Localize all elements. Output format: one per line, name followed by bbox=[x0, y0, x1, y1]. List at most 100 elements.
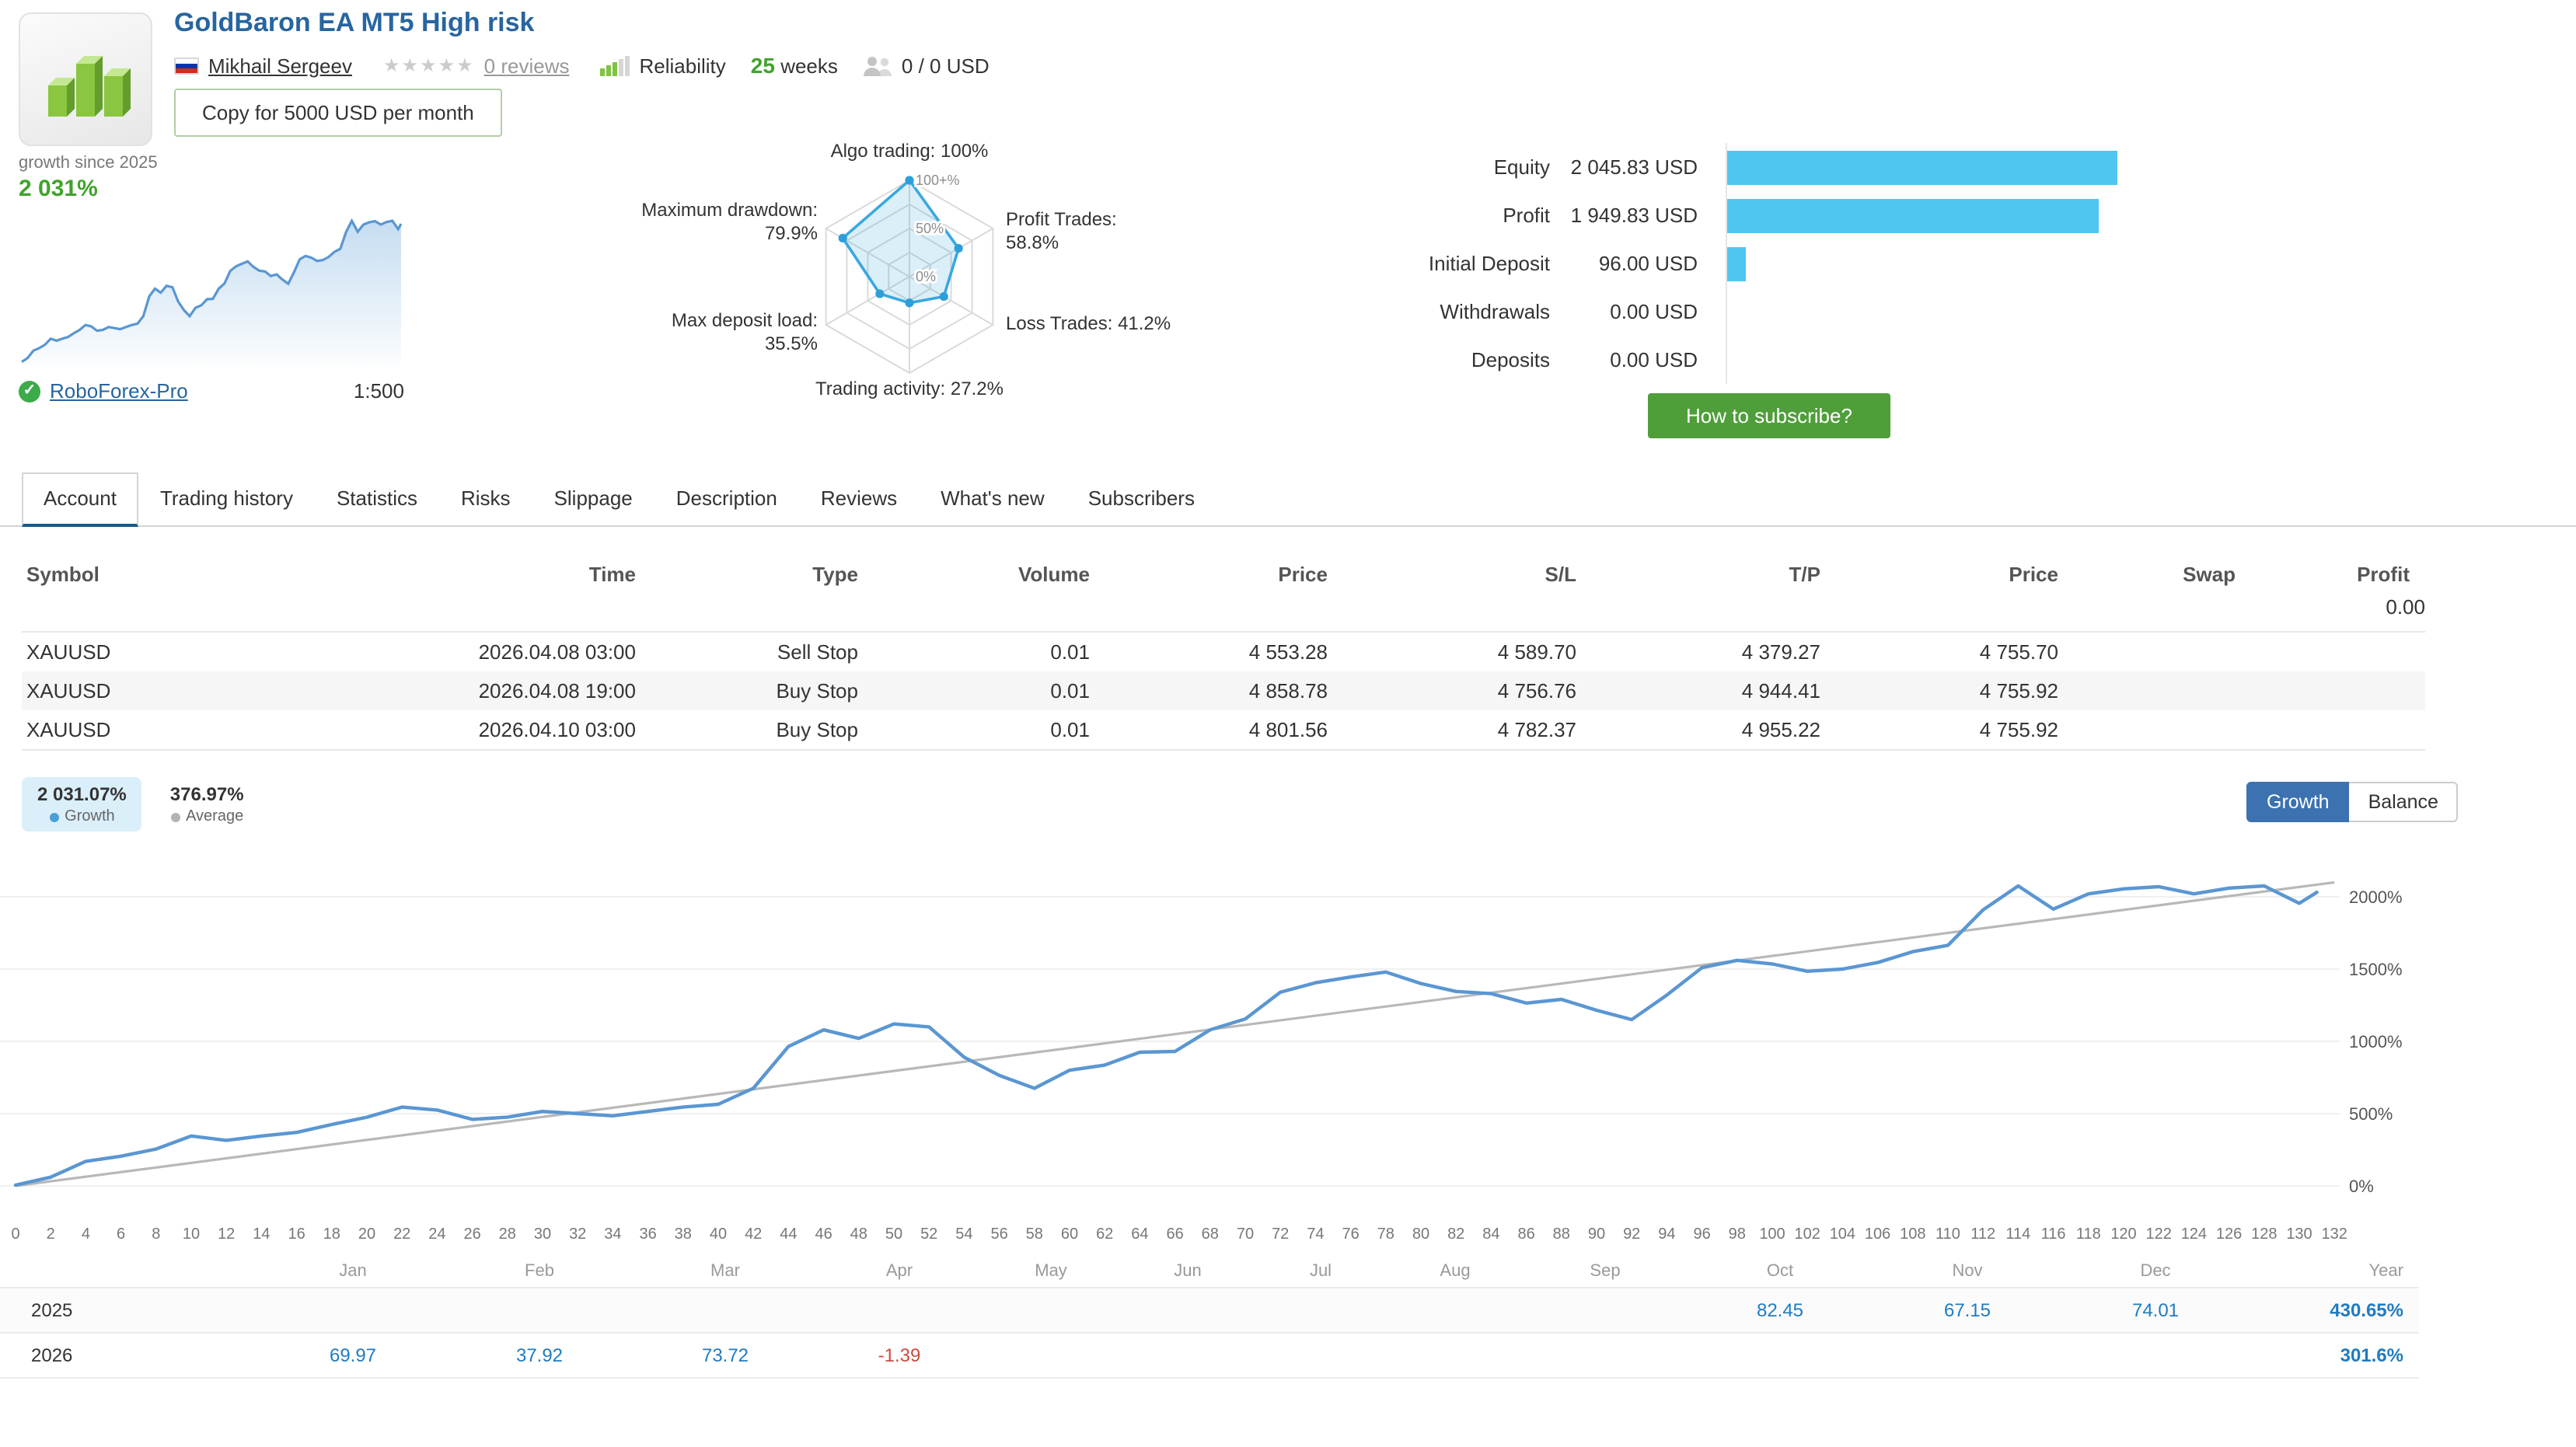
copy-button[interactable]: Copy for 5000 USD per month bbox=[174, 89, 502, 137]
broker-link[interactable]: RoboForex-Pro bbox=[50, 379, 188, 403]
legend-average[interactable]: 376.97% Average bbox=[155, 777, 260, 832]
x-axis-label: 8 bbox=[152, 1226, 161, 1243]
subscribe-button[interactable]: How to subscribe? bbox=[1648, 393, 1890, 438]
month-cell bbox=[1255, 1333, 1387, 1378]
legend-growth[interactable]: 2 031.07% Growth bbox=[22, 777, 142, 832]
x-axis-label: 26 bbox=[463, 1226, 481, 1243]
tab-account[interactable]: Account bbox=[22, 472, 138, 527]
column-header-price: Price bbox=[1278, 563, 1328, 586]
x-axis-label: 74 bbox=[1307, 1226, 1325, 1243]
x-axis-label: 56 bbox=[990, 1226, 1008, 1243]
leverage-value: 1:500 bbox=[353, 379, 404, 403]
year-total: 301.6% bbox=[2340, 1344, 2403, 1366]
tab-slippage[interactable]: Slippage bbox=[553, 486, 633, 510]
x-axis-label: 16 bbox=[288, 1226, 305, 1243]
stat-label: Initial Deposit bbox=[1428, 252, 1550, 275]
radar-scale-label: 0% bbox=[916, 269, 936, 284]
stat-label: Profit bbox=[1503, 204, 1550, 227]
reviews-link[interactable]: 0 reviews bbox=[483, 54, 570, 77]
growth-line bbox=[13, 884, 2319, 1187]
month-cell bbox=[981, 1333, 1121, 1378]
tab-what-s-new[interactable]: What's new bbox=[941, 486, 1045, 510]
x-axis-label: 88 bbox=[1552, 1226, 1570, 1243]
reliability-bar bbox=[619, 58, 624, 75]
month-cell bbox=[1524, 1333, 1687, 1378]
month-cell bbox=[446, 1288, 633, 1333]
author-link[interactable]: Mikhail Sergeev bbox=[208, 54, 352, 77]
x-axis-label: 102 bbox=[1794, 1226, 1820, 1243]
x-axis-label: 48 bbox=[850, 1226, 867, 1243]
x-axis-label: 52 bbox=[920, 1226, 938, 1243]
year-row-2026: 2026 69.97 37.92 73.72 -1.39 301.6% bbox=[0, 1333, 2419, 1378]
chart-mode-toggle: Growth Balance bbox=[2246, 782, 2459, 822]
x-axis-label: 70 bbox=[1236, 1226, 1255, 1243]
radar-scale-label: 100+% bbox=[916, 173, 960, 188]
column-header-profit: Profit bbox=[2357, 563, 2410, 586]
balance-toggle-button[interactable]: Balance bbox=[2349, 782, 2459, 822]
positions-section: Symbol Time Type Volume Price S/L T/P Price Swap… bbox=[22, 544, 2425, 751]
average-line bbox=[15, 880, 2335, 1187]
column-header-s-l: S/L bbox=[1545, 563, 1576, 586]
x-axis-label: 132 bbox=[2321, 1226, 2347, 1243]
signal-radar-chart: 100+% 50% 0% bbox=[825, 170, 994, 375]
month-header-aug: Aug bbox=[1440, 1262, 1471, 1281]
tab-reviews[interactable]: Reviews bbox=[820, 486, 898, 510]
tab-subscribers[interactable]: Subscribers bbox=[1087, 486, 1195, 510]
x-axis-label: 42 bbox=[745, 1226, 763, 1243]
growth-panel: growth since 2025 2 031% ✓ RoboForex-Pro… bbox=[19, 154, 404, 403]
x-axis-label: 28 bbox=[498, 1226, 516, 1243]
sparkline-line bbox=[21, 218, 403, 363]
position-row: XAUUSD 2026.04.08 03:00 Sell Stop 0.01 4 553… bbox=[26, 640, 2058, 664]
x-axis-label: 110 bbox=[1935, 1226, 1960, 1243]
month-cell bbox=[1873, 1333, 2061, 1378]
x-axis-label: 36 bbox=[639, 1226, 657, 1243]
month-header-jun: Jun bbox=[1174, 1262, 1202, 1281]
month-header-nov: Nov bbox=[1952, 1262, 1983, 1281]
x-axis-label: 22 bbox=[393, 1226, 411, 1243]
tab-statistics[interactable]: Statistics bbox=[336, 486, 417, 510]
x-axis-label: 100 bbox=[1759, 1226, 1785, 1243]
month-cell bbox=[1121, 1288, 1255, 1333]
stat-label: Deposits bbox=[1471, 348, 1550, 371]
stat-bar bbox=[1727, 198, 2100, 232]
x-axis-label: 128 bbox=[2251, 1226, 2278, 1243]
x-axis-label: 90 bbox=[1587, 1226, 1606, 1243]
x-axis-label: 122 bbox=[2145, 1226, 2172, 1243]
x-axis-label: 96 bbox=[1693, 1226, 1711, 1243]
stat-row-profit: Profit 1 949.83 USD bbox=[1337, 191, 2428, 239]
x-axis-label: 38 bbox=[674, 1226, 692, 1243]
weeks-value: 25 bbox=[750, 53, 775, 78]
x-axis-label: 24 bbox=[428, 1226, 446, 1243]
x-axis-label: 120 bbox=[2110, 1226, 2137, 1243]
x-axis-label: 116 bbox=[2040, 1226, 2066, 1243]
stat-value: 2 045.83 USD bbox=[1570, 155, 1698, 179]
stat-bar bbox=[1727, 246, 1746, 281]
x-axis-label: 14 bbox=[253, 1226, 271, 1243]
tab-trading-history[interactable]: Trading history bbox=[159, 486, 293, 510]
month-cell bbox=[1387, 1333, 1524, 1378]
tab-risks[interactable]: Risks bbox=[461, 486, 511, 510]
growth-sparkline bbox=[21, 218, 403, 365]
stat-row-initial-deposit: Initial Deposit 96.00 USD bbox=[1337, 239, 2428, 288]
position-row: XAUUSD 2026.04.10 03:00 Buy Stop 0.01 4 801.… bbox=[22, 710, 2425, 750]
month-header-feb: Feb bbox=[525, 1262, 554, 1281]
radar-label-algo-trading: Algo trading: 100% bbox=[830, 140, 989, 162]
monthly-returns-table: Jan Feb Mar Apr May Jun Jul Aug Sep Oct Nov Dec Year… bbox=[0, 1256, 2419, 1379]
x-axis-label: 18 bbox=[323, 1226, 340, 1243]
x-axis-label: 0 bbox=[11, 1226, 20, 1243]
month-cell bbox=[1524, 1288, 1687, 1333]
monthly-table-container: Jan Feb Mar Apr May Jun Jul Aug Sep Oct Nov Dec Year… bbox=[0, 1256, 2419, 1379]
legend-average-label: Average bbox=[186, 808, 244, 825]
tab-description[interactable]: Description bbox=[675, 486, 777, 510]
account-stats: Equity 2 045.83 USD Profit 1 949.83 USD Init… bbox=[1337, 143, 2428, 384]
column-header-t-p: T/P bbox=[1789, 563, 1820, 586]
growth-toggle-button[interactable]: Growth bbox=[2246, 782, 2350, 822]
year-row-2025: 2025 82.45 67.15 74.01 430.65% bbox=[0, 1288, 2419, 1333]
y-axis-label: 500% bbox=[2349, 1104, 2393, 1124]
x-axis-label: 10 bbox=[182, 1226, 201, 1243]
average-dot-icon bbox=[170, 812, 180, 821]
x-axis-label: 80 bbox=[1412, 1226, 1430, 1243]
reliability-bar bbox=[613, 61, 618, 75]
legend-average-pct: 376.97% bbox=[169, 783, 244, 805]
y-axis-label: 2000% bbox=[2349, 887, 2403, 907]
